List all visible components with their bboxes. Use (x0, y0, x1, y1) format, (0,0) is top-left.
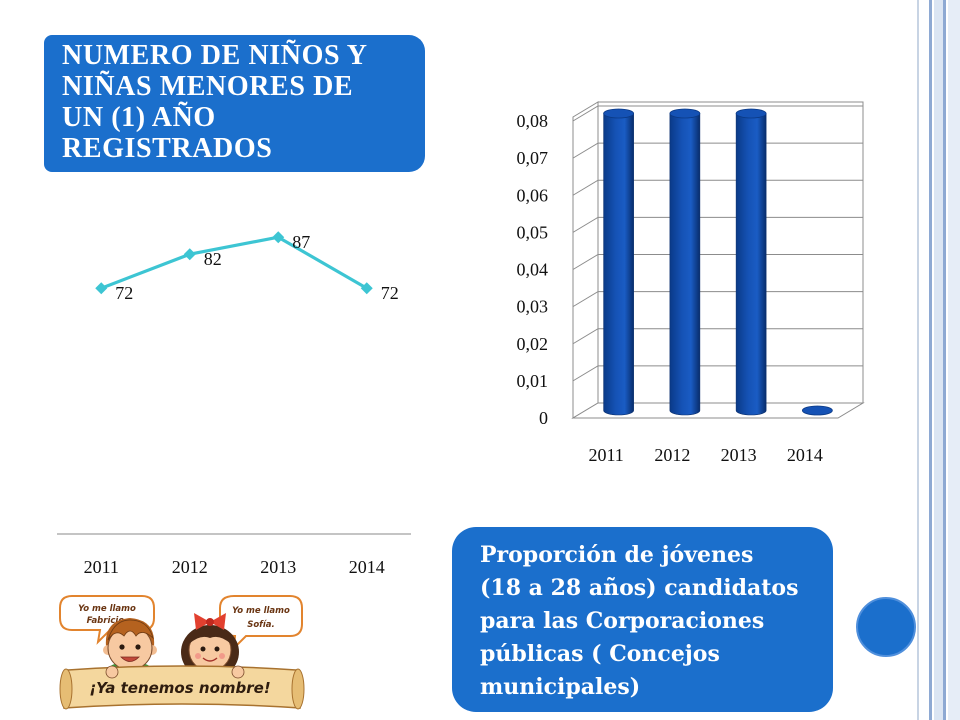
x-tick-label: 2013 (260, 557, 296, 577)
bar-body (669, 113, 701, 416)
data-label: 87 (292, 232, 310, 252)
children-illustration: Yo me llamo Fabricio. Yo me llamo Sofía. (58, 592, 306, 716)
data-point-marker (272, 231, 285, 244)
border-band (948, 0, 960, 720)
caption-line: municipales) (480, 674, 641, 700)
bubble-text: Fabricio. (87, 616, 128, 626)
y-tick-label: 0,08 (517, 111, 549, 131)
bar-body (735, 113, 767, 416)
data-label: 82 (204, 249, 222, 269)
bar-2013 (735, 108, 767, 416)
x-tick-label: 2012 (172, 557, 208, 577)
title-line: NIÑAS MENORES DE (62, 71, 354, 102)
border-stripe (943, 0, 946, 720)
border-band (934, 0, 943, 720)
title-line: NUMERO DE NIÑOS Y (62, 40, 368, 71)
gridline (572, 328, 863, 345)
caption-line: públicas ( Concejos (480, 641, 720, 667)
y-tick-label: 0,05 (517, 222, 549, 242)
caption-box: Proporción de jóvenes (18 a 28 años) can… (452, 527, 833, 712)
bar-top (669, 108, 701, 119)
gridline (572, 105, 863, 122)
y-tick-label: 0,07 (517, 148, 549, 168)
bar-body (603, 113, 634, 416)
bar-2011 (603, 108, 635, 416)
data-point-marker (95, 282, 108, 295)
x-tick-label: 2014 (349, 557, 385, 577)
border-stripe (929, 0, 932, 720)
y-tick-label: 0,04 (517, 260, 549, 280)
bar-2012 (669, 108, 701, 416)
gridline (572, 365, 863, 382)
bubble-text: Sofía. (247, 620, 275, 630)
gridline (572, 291, 863, 308)
x-tick-label: 2011 (588, 445, 623, 465)
bar-top (735, 108, 767, 119)
bar-2014 (801, 405, 833, 416)
y-tick-label: 0,06 (517, 185, 549, 205)
caption-line: Proporción de jóvenes (480, 542, 754, 568)
speech-bubble-right: Yo me llamo Sofía. (219, 595, 303, 651)
y-tick-label: 0,01 (517, 371, 549, 391)
gridline (572, 254, 863, 270)
x-tick-label: 2014 (787, 445, 823, 465)
back-wall (597, 101, 864, 404)
bubble-text: Yo me llamo (232, 606, 290, 616)
banner-text: ¡Ya tenemos nombre! (89, 679, 270, 697)
gridline (572, 179, 863, 196)
gridline (572, 216, 863, 233)
data-point-marker (183, 248, 196, 261)
data-label: 72 (381, 283, 399, 303)
y-tick-label: 0,02 (517, 334, 549, 354)
caption-line: para las Corporaciones (480, 608, 765, 634)
speech-bubble-left: Yo me llamo Fabricio. (59, 595, 155, 645)
caption-line: (18 a 28 años) candidatos (480, 575, 799, 601)
bar-top (603, 108, 635, 119)
data-label: 72 (115, 283, 133, 303)
decorative-circle (856, 597, 916, 657)
series-line (100, 235, 368, 290)
slide-title-box: NUMERO DE NIÑOS Y NIÑAS MENORES DE UN (1… (44, 35, 425, 172)
title-line: UN (1) AÑO (62, 102, 216, 133)
data-point-marker (360, 282, 373, 295)
x-tick-label: 2011 (84, 557, 119, 577)
bar-top (801, 405, 833, 416)
bubble-text: Yo me llamo (78, 604, 136, 614)
x-tick-label: 2013 (721, 445, 757, 465)
x-tick-label: 2012 (654, 445, 690, 465)
title-line: REGISTRADOS (62, 133, 273, 164)
name-banner: ¡Ya tenemos nombre! (59, 665, 305, 710)
gridline (572, 142, 863, 159)
side-wall (572, 101, 599, 419)
y-tick-label: 0 (539, 408, 548, 428)
border-line (917, 0, 919, 720)
y-tick-label: 0,03 (517, 297, 549, 317)
floor (571, 402, 865, 419)
